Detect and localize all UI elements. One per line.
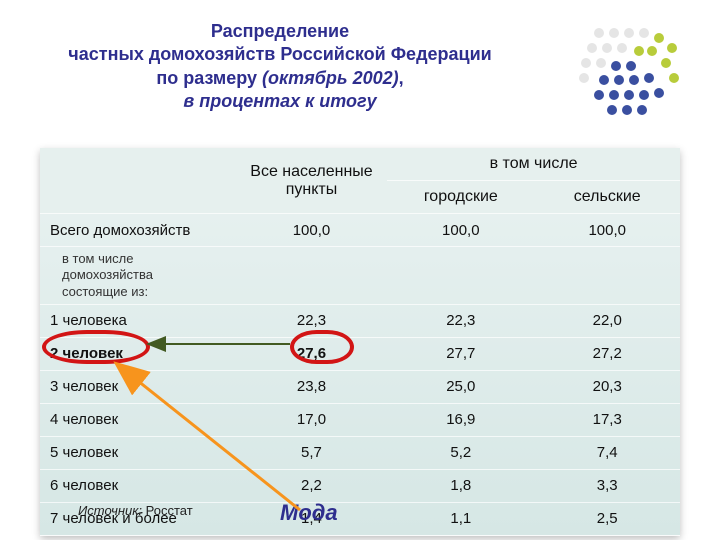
table-row: 4 человек 17,0 16,9 17,3	[40, 403, 680, 436]
title-line-4: в процентах к итогу	[0, 90, 560, 113]
header-urban: городские	[387, 181, 534, 214]
cell: 2,5	[534, 502, 680, 535]
cell: 7,4	[534, 436, 680, 469]
cell-label: 5 человек	[40, 436, 236, 469]
cell-label: 2 человек	[40, 337, 236, 370]
header-rural: сельские	[534, 181, 680, 214]
cell: 22,0	[534, 304, 680, 337]
table-row: 5 человек 5,7 5,2 7,4	[40, 436, 680, 469]
cell: 20,3	[534, 370, 680, 403]
cell: 1,8	[387, 469, 534, 502]
dot-pattern-icon	[574, 18, 684, 128]
cell: 100,0	[387, 214, 534, 247]
cell: 27,7	[387, 337, 534, 370]
cell: 25,0	[387, 370, 534, 403]
cell: 5,2	[387, 436, 534, 469]
title-line-1: Распределение	[0, 20, 560, 43]
cell: 16,9	[387, 403, 534, 436]
cell: 27,6	[236, 337, 387, 370]
cell: 22,3	[236, 304, 387, 337]
cell: 23,8	[236, 370, 387, 403]
cell: 100,0	[236, 214, 387, 247]
row-total: Всего домохозяйств 100,0 100,0 100,0	[40, 214, 680, 247]
cell: 2,2	[236, 469, 387, 502]
cell-label: Всего домохозяйств	[40, 214, 236, 247]
distribution-table: Все населенные пункты в том числе городс…	[40, 148, 680, 536]
table-header-row-1: Все населенные пункты в том числе	[40, 148, 680, 181]
cell-label: 6 человек	[40, 469, 236, 502]
row-subhead: в том числе домохозяйства состоящие из:	[40, 247, 680, 305]
table-row: 3 человек 23,8 25,0 20,3	[40, 370, 680, 403]
cell: 100,0	[534, 214, 680, 247]
cell: 1,1	[387, 502, 534, 535]
subhead-text: в том числе домохозяйства состоящие из:	[40, 247, 236, 305]
cell: 3,3	[534, 469, 680, 502]
table-row: 6 человек 2,2 1,8 3,3	[40, 469, 680, 502]
cell-label: 1 человека	[40, 304, 236, 337]
moda-label: Мода	[280, 500, 338, 526]
header-blank	[40, 148, 236, 214]
title-line-3: по размеру (октябрь 2002),	[0, 67, 560, 90]
cell: 27,2	[534, 337, 680, 370]
table-row: 1 человека 22,3 22,3 22,0	[40, 304, 680, 337]
cell-label: 3 человек	[40, 370, 236, 403]
cell: 17,3	[534, 403, 680, 436]
cell: 5,7	[236, 436, 387, 469]
cell: 22,3	[387, 304, 534, 337]
table-row: 2 человек 27,6 27,7 27,2	[40, 337, 680, 370]
title-line-2: частных домохозяйств Российской Федераци…	[0, 43, 560, 66]
header-including: в том числе	[387, 148, 680, 181]
cell: 17,0	[236, 403, 387, 436]
cell-label: 4 человек	[40, 403, 236, 436]
header-all: Все населенные пункты	[236, 148, 387, 214]
title-block: Распределение частных домохозяйств Росси…	[0, 20, 560, 114]
source-text: Источник: Росстат	[78, 503, 193, 518]
